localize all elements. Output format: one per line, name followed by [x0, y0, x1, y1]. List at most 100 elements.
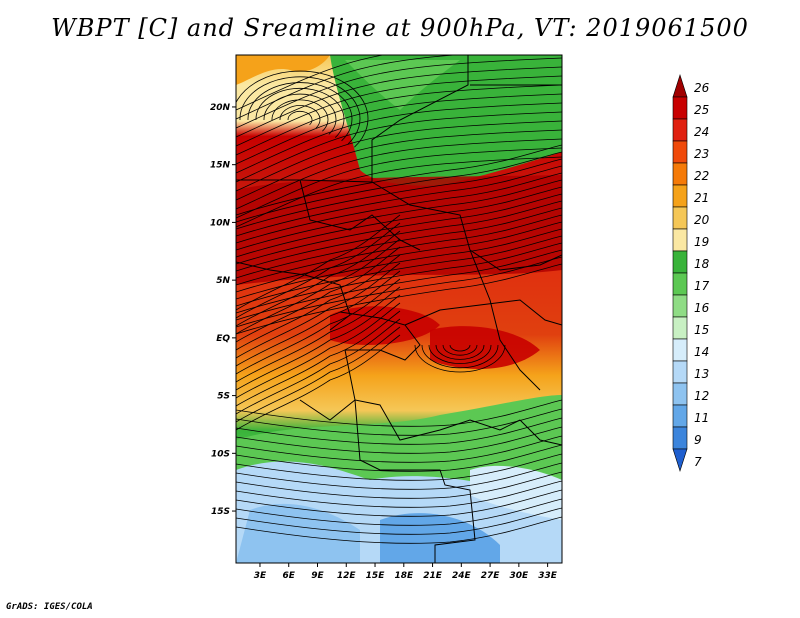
streamline	[236, 200, 562, 272]
map-panel	[236, 55, 562, 563]
colorbar-segment	[672, 96, 688, 120]
streamline	[236, 238, 401, 335]
streamline	[236, 270, 401, 367]
streamline	[263, 93, 337, 135]
streamline	[236, 262, 401, 359]
streamline	[236, 462, 562, 490]
streamline	[236, 144, 562, 216]
streamline	[236, 221, 562, 293]
streamline	[236, 471, 562, 499]
streamline	[236, 179, 562, 251]
colorbar-segment	[672, 184, 688, 208]
streamline	[236, 480, 562, 508]
lon-label: 6E	[283, 571, 296, 581]
colorbar-segment	[672, 228, 688, 252]
streamline	[279, 105, 321, 129]
streamline	[236, 55, 385, 111]
lat-label: 20N	[210, 103, 231, 113]
lon-label: 9E	[311, 571, 324, 581]
streamline	[236, 507, 562, 535]
colorbar-segment	[672, 316, 688, 340]
streamline	[236, 172, 562, 244]
lon-label: 15E	[366, 571, 386, 581]
streamline	[236, 498, 562, 526]
streamline	[421, 344, 499, 369]
colorbar-segment	[672, 360, 688, 384]
streamline	[236, 254, 401, 351]
colorbar-label: 20	[694, 213, 710, 227]
lon-label: 30E	[510, 571, 530, 581]
streamline	[236, 165, 562, 237]
streamline	[236, 426, 562, 454]
streamline	[236, 294, 401, 391]
streamline	[236, 102, 562, 174]
streamline	[236, 318, 401, 415]
streamline	[449, 344, 471, 352]
colorbar: 26 25 24 23 22 21 20 19 18 17 16 15 14 13 12 11 9 7	[672, 74, 710, 472]
streamline	[236, 84, 562, 156]
latitude-axis: 20N 15N 10N 5N EQ 5S 10S 15S	[210, 103, 236, 517]
lon-label: 18E	[394, 571, 414, 581]
streamline	[236, 278, 401, 375]
lon-label: 3E	[254, 571, 267, 581]
colorbar-label: 15	[694, 323, 709, 337]
colorbar-segment	[672, 382, 688, 406]
streamline	[236, 158, 562, 230]
south-east-pale	[470, 465, 562, 520]
lon-label: 12E	[337, 571, 357, 581]
grads-credit: GrADS: IGES/COLA	[6, 602, 93, 612]
streamline	[287, 110, 313, 126]
streamline	[435, 344, 485, 360]
streamline	[236, 93, 562, 165]
streamline	[271, 99, 329, 132]
streamline	[428, 344, 492, 364]
streamline	[236, 408, 562, 436]
colorbar-segment	[672, 140, 688, 164]
lat-label: 15N	[210, 161, 231, 171]
streamline	[236, 417, 562, 445]
streamline	[236, 286, 401, 383]
south-west-blue	[236, 503, 360, 563]
streamline	[442, 344, 478, 356]
colorbar-segment	[672, 426, 688, 450]
colorbar-label: 9	[694, 433, 702, 447]
streamline	[236, 326, 401, 423]
colorbar-segment	[672, 404, 688, 428]
colorbar-label: 19	[694, 235, 709, 249]
streamline	[236, 310, 401, 407]
streamline	[236, 222, 401, 319]
streamline	[236, 207, 562, 279]
streamline	[236, 214, 562, 286]
streamline	[236, 489, 562, 517]
colorbar-segment	[672, 250, 688, 274]
longitude-axis: 3E 6E 9E 12E 15E 18E 21E 24E 27E 30E 33E	[254, 563, 558, 581]
streamlines	[236, 55, 562, 544]
colorbar-segment	[672, 118, 688, 142]
colorbar-label: 23	[694, 147, 709, 161]
colorbar-label: 16	[694, 301, 710, 315]
streamline	[236, 399, 562, 427]
colorbar-segment	[672, 162, 688, 186]
streamline	[239, 76, 361, 145]
streamline	[236, 435, 562, 463]
streamline	[236, 516, 562, 544]
streamline	[236, 138, 562, 210]
colorbar-label: 22	[694, 169, 709, 183]
lon-label: 21E	[423, 571, 443, 581]
streamline	[236, 263, 562, 335]
lon-label: 33E	[538, 571, 558, 581]
streamline	[236, 75, 562, 147]
lat-label: 5N	[216, 276, 230, 286]
streamline	[236, 214, 401, 311]
colorbar-label: 21	[694, 191, 709, 205]
streamline	[236, 444, 562, 472]
lat-label: 5S	[217, 392, 230, 402]
lat-label: 10N	[210, 218, 231, 228]
colorbar-segment	[672, 338, 688, 362]
lat-label: 15S	[211, 507, 230, 517]
colorbar-label: 13	[694, 367, 709, 381]
map-title: WBPT [C] and Sreamline at 900hPa, VT: 20…	[51, 14, 749, 42]
colorbar-segment	[672, 294, 688, 318]
colorbar-label: 17	[694, 279, 710, 293]
